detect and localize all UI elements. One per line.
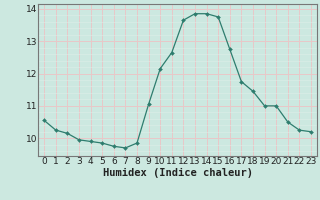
X-axis label: Humidex (Indice chaleur): Humidex (Indice chaleur) bbox=[103, 168, 252, 178]
